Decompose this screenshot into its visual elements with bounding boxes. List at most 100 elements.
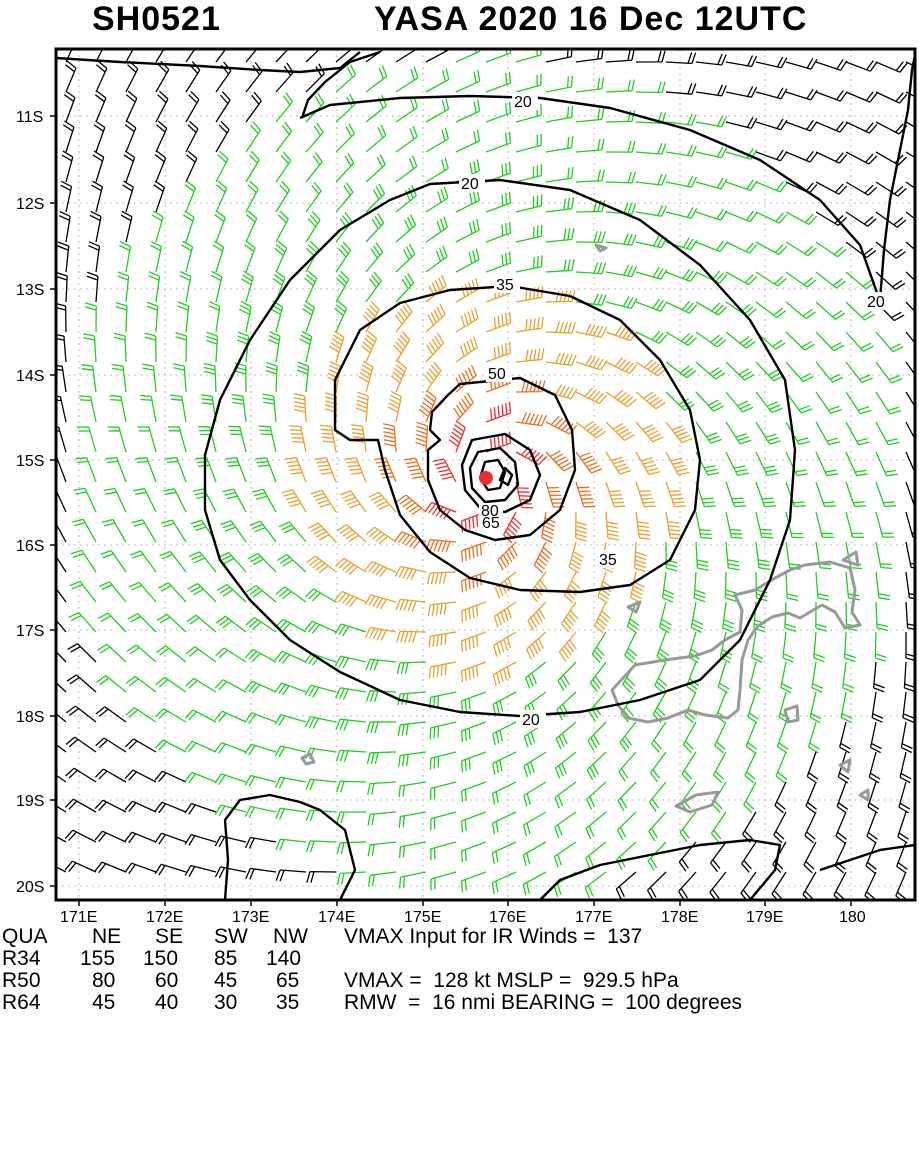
wind-barb <box>594 601 611 634</box>
wind-barb <box>485 221 512 243</box>
contour-label: 20 <box>514 94 532 111</box>
wind-barb <box>214 679 247 693</box>
wind-barb <box>629 571 645 604</box>
wind-barb <box>635 173 667 186</box>
wind-barb <box>365 658 397 671</box>
wind-barb <box>695 209 728 221</box>
wind-barb <box>334 623 367 637</box>
wind-barb <box>605 421 635 441</box>
wind-barb <box>425 157 449 183</box>
wind-barb <box>109 395 127 423</box>
wind-barb <box>214 710 247 723</box>
wind-barb <box>545 75 573 93</box>
wind-barb <box>575 293 607 306</box>
wind-barb <box>785 271 817 288</box>
cell-se: 150 <box>143 947 179 970</box>
wind-barb <box>563 571 581 604</box>
contour-20-north <box>56 51 882 301</box>
wind-barb <box>868 751 881 784</box>
wind-barb <box>390 360 407 393</box>
wind-barb <box>755 149 788 162</box>
wind-barb <box>785 391 813 414</box>
wind-barb <box>430 811 457 831</box>
wind-barb <box>67 643 97 663</box>
wind-barb <box>695 146 728 159</box>
wind-barb <box>845 511 865 538</box>
wind-barb <box>65 767 97 783</box>
wind-barb <box>429 751 457 770</box>
wind-barb <box>775 751 788 784</box>
wind-barb <box>460 781 487 803</box>
wind-barb <box>755 361 785 382</box>
lat-label: 12S <box>16 196 44 213</box>
contour-label: 35 <box>599 552 617 569</box>
wind-barb <box>334 590 367 608</box>
wind-barb <box>77 426 97 453</box>
wind-barb <box>654 661 668 694</box>
wind-barb <box>56 555 67 573</box>
wind-barb <box>725 541 740 571</box>
header-nw: NW <box>273 925 308 948</box>
wind-barb <box>172 363 187 393</box>
wind-barb <box>66 674 97 693</box>
wind-barb <box>344 457 367 483</box>
wind-barb <box>725 55 758 68</box>
wind-barb <box>485 191 512 213</box>
wind-barb <box>875 481 897 508</box>
wind-barb <box>299 330 313 363</box>
wind-barb <box>170 394 187 423</box>
wind-barb <box>60 180 73 213</box>
wind-barb <box>56 395 67 423</box>
wind-barb <box>774 781 787 814</box>
wind-barb <box>485 311 512 333</box>
wind-barb <box>748 661 761 694</box>
wind-barb <box>244 680 277 694</box>
wind-barb <box>875 91 908 104</box>
wind-barb <box>425 216 449 243</box>
wind-barb <box>275 49 290 63</box>
wind-barb <box>429 691 457 709</box>
wind-barb <box>685 661 700 694</box>
wind-barb <box>455 364 477 393</box>
wind-barb <box>395 96 419 123</box>
wind-barb <box>66 705 97 723</box>
wind-barb <box>115 301 128 333</box>
wind-barb <box>335 64 357 93</box>
wind-barb <box>398 841 427 859</box>
wind-barb <box>124 831 157 844</box>
wind-barb <box>426 571 457 585</box>
wind-barb <box>305 840 337 853</box>
cell-ne: 45 <box>92 991 116 1014</box>
wind-barb <box>875 121 908 135</box>
wind-barb <box>755 211 788 224</box>
wind-barb <box>57 241 70 273</box>
wind-barb <box>418 390 437 423</box>
wind-barb <box>522 841 547 866</box>
wind-barb <box>709 871 727 900</box>
wind-barb <box>460 691 487 713</box>
wind-barb <box>750 631 763 663</box>
wind-barb <box>214 773 247 785</box>
wind-barb <box>635 391 666 410</box>
wind-barb <box>103 487 127 513</box>
wind-barb <box>188 551 217 573</box>
wind-barb <box>336 811 367 824</box>
wind-barb <box>635 421 664 443</box>
wind-barb <box>185 150 198 183</box>
wind-barb <box>845 91 878 103</box>
wind-barb <box>515 164 543 183</box>
wind-barb <box>425 68 450 93</box>
wind-barb <box>274 776 307 789</box>
wind-barb <box>491 841 517 865</box>
wind-barb <box>93 120 106 153</box>
wind-barb <box>741 841 757 873</box>
wind-barb <box>515 133 542 153</box>
contour-20-sw <box>223 793 357 900</box>
wind-barb <box>245 617 277 633</box>
wind-barb <box>305 181 322 213</box>
wind-barb <box>179 270 192 303</box>
wind-barb <box>805 781 817 814</box>
lon-label: 177E <box>575 909 612 926</box>
wind-barb <box>365 154 386 183</box>
wind-barb <box>635 481 656 508</box>
